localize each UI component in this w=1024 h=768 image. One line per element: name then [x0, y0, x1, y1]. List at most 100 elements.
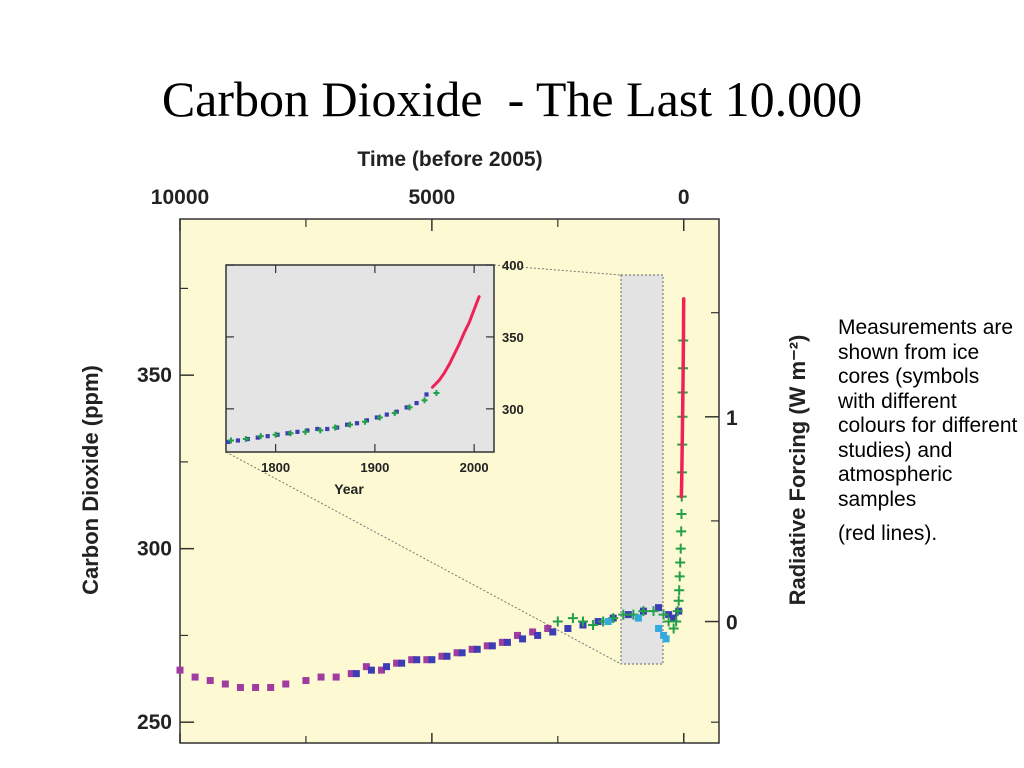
data-point: [354, 421, 360, 426]
data-point: [655, 604, 663, 612]
figure-caption: Measurements are shown from ice cores (s…: [838, 316, 1018, 547]
data-point: [634, 614, 642, 622]
data-point: [347, 670, 355, 678]
data-point: [272, 431, 279, 438]
data-point: [498, 638, 506, 646]
y-axis-label: Carbon Dioxide (ppm): [78, 365, 103, 595]
data-point: [638, 606, 649, 617]
data-point: [265, 434, 270, 439]
data-point: [624, 611, 632, 619]
data-point: [453, 649, 461, 657]
right-tick-label: 1: [726, 407, 738, 430]
data-point: [376, 414, 383, 421]
data-point: [675, 557, 686, 568]
data-point: [648, 606, 659, 617]
data-point: [267, 683, 275, 691]
data-point: [393, 659, 401, 667]
data-point: [674, 585, 685, 596]
data-point: [176, 666, 184, 674]
data-point: [413, 656, 421, 664]
data-point: [549, 628, 557, 636]
inset-connector-top: [493, 264, 622, 276]
data-point: [668, 623, 679, 634]
data-point: [421, 397, 428, 404]
caption-text: Measurements are shown from ice cores (s…: [838, 316, 1018, 511]
data-point: [191, 673, 199, 681]
data-point: [282, 680, 290, 688]
data-point: [236, 683, 244, 691]
data-point: [488, 642, 496, 650]
top-tick-label: 0: [678, 186, 690, 209]
data-point: [674, 571, 685, 582]
inset-plot-area: [225, 264, 495, 453]
data-point: [534, 631, 542, 639]
data-point: [468, 645, 476, 653]
data-point: [473, 645, 481, 653]
data-point: [438, 652, 446, 660]
data-point: [235, 438, 241, 443]
inset-highlight-band: [620, 274, 664, 665]
data-point: [564, 624, 572, 632]
data-point: [577, 616, 588, 627]
data-point: [552, 616, 563, 627]
data-point: [676, 526, 687, 537]
atmospheric-line: [430, 295, 481, 389]
data-point: [383, 663, 391, 671]
data-point: [398, 659, 406, 667]
data-point: [675, 543, 686, 554]
data-point: [655, 624, 663, 632]
data-point: [332, 424, 339, 431]
data-point: [332, 673, 340, 681]
data-point: [206, 677, 214, 685]
data-point: [604, 618, 612, 626]
y-tick-label: 250: [137, 711, 172, 734]
data-point: [257, 433, 264, 440]
data-point: [384, 412, 389, 417]
data-point: [255, 435, 260, 440]
data-point: [394, 409, 399, 414]
data-point: [433, 390, 440, 397]
data-point: [671, 616, 682, 627]
data-point: [658, 609, 669, 620]
data-point: [302, 428, 309, 435]
slide-title: Carbon Dioxide - The Last 10.000: [161, 71, 863, 127]
data-point: [362, 663, 370, 671]
data-point: [483, 642, 491, 650]
data-point: [665, 611, 673, 619]
top-tick-label: 5000: [409, 186, 456, 209]
inset-x-tick-label: 2000: [460, 460, 489, 475]
data-point: [252, 683, 260, 691]
data-point: [618, 609, 629, 620]
inset-x-tick-label: 1900: [360, 460, 389, 475]
data-point: [672, 606, 683, 617]
data-point: [361, 418, 368, 425]
data-point: [352, 670, 360, 678]
data-point: [408, 656, 416, 664]
data-point: [242, 436, 249, 443]
data-point: [367, 666, 375, 674]
data-point: [544, 624, 552, 632]
data-point: [428, 656, 436, 664]
data-point: [588, 620, 599, 631]
inset-x-tick-label: 1800: [261, 460, 290, 475]
data-point: [305, 428, 310, 433]
data-point: [519, 635, 527, 643]
data-point: [227, 437, 234, 444]
data-point: [287, 430, 294, 437]
data-point: [458, 649, 466, 657]
data-point: [424, 392, 429, 397]
data-point: [567, 613, 578, 624]
data-point: [377, 666, 385, 674]
data-point: [529, 628, 537, 636]
inset-y-tick-label: 300: [502, 402, 524, 417]
data-point: [221, 680, 229, 688]
top-tick-label: 10000: [151, 186, 209, 209]
inset-x-axis-label: Year: [334, 481, 364, 497]
atmospheric-line: [679, 297, 686, 499]
right-tick-label: 0: [726, 612, 738, 635]
data-point: [423, 656, 431, 664]
data-point: [414, 400, 419, 406]
caption-tail: (red lines).: [838, 522, 938, 545]
data-point: [406, 404, 413, 411]
